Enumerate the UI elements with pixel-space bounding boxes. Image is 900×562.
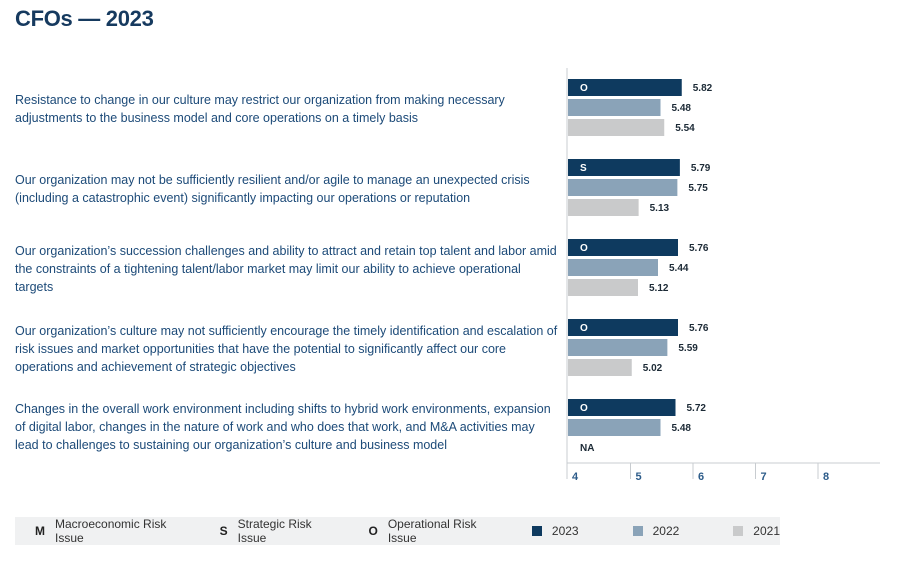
legend-item-strategic: S Strategic Risk Issue [220,517,333,545]
legend-swatch-2022 [632,526,643,536]
risk-type-code-item4: O [580,323,588,334]
legend-item-operational: O Operational Risk Issue [368,517,495,545]
bar-item2-2021 [568,199,639,216]
bar-item4-2022 [568,339,668,356]
bar-item2-2022 [568,179,678,196]
legend-item-macroeconomic: M Macroeconomic Risk Issue [35,517,184,545]
bar-item4-2021 [568,359,632,376]
bar-item3-2021 [568,279,638,296]
value-label-item5-2021: NA [580,443,594,454]
value-label-item4-2022: 5.59 [678,343,698,354]
risk-type-code-item1: O [580,83,588,94]
value-label-item4-2023: 5.76 [689,323,709,334]
legend-item-2022: 2022 [632,524,680,538]
value-label-item2-2021: 5.13 [650,203,670,214]
x-tick-label-6: 6 [698,471,704,483]
x-tick-label-4: 4 [572,471,579,483]
legend-label-2022: 2022 [652,524,680,538]
legend-key-s: S [219,524,228,538]
bar-item1-2021 [568,119,665,136]
x-tick-label-8: 8 [823,471,829,483]
bar-item5-2022 [568,419,661,436]
risk-type-code-item3: O [580,243,588,254]
bar-chart: 4 5 6 7 85.825.485.54O5.795.755.13S5.765.445… [566,68,880,483]
value-label-item3-2021: 5.12 [649,283,669,294]
legend-label-macroeconomic: Macroeconomic Risk Issue [55,517,167,545]
value-label-item1-2022: 5.48 [672,103,692,114]
legend-swatch-2021 [733,526,744,536]
value-label-item2-2023: 5.79 [691,163,711,174]
bar-item4-2023 [568,319,678,336]
legend-key-m: M [35,524,45,538]
legend-label-strategic: Strategic Risk Issue [237,517,312,545]
page-title: CFOs — 2023 [15,6,154,31]
value-label-item5-2022: 5.48 [672,423,692,434]
risk-type-code-item2: S [580,163,587,174]
legend-label-operational: Operational Risk Issue [387,517,477,545]
bar-item5-2023 [568,399,676,416]
question-label-3: Our organization’s succession challenges… [15,244,557,294]
x-tick-label-7: 7 [761,471,767,483]
legend-key-o: O [368,524,378,538]
value-label-item1-2021: 5.54 [675,123,695,134]
legend-item-2023: 2023 [531,524,579,538]
question-label-2: Our organization may not be sufficiently… [15,173,530,205]
legend-label-2023: 2023 [551,524,579,538]
value-label-item1-2023: 5.82 [693,83,713,94]
legend-label-2021: 2021 [753,524,780,538]
x-tick-label-5: 5 [636,471,642,483]
bar-item2-2023 [568,159,680,176]
bar-item3-2023 [568,239,678,256]
value-label-item3-2023: 5.76 [689,243,709,254]
legend: M Macroeconomic Risk Issue S Strategic R… [15,517,780,545]
risk-type-code-item5: O [580,403,588,414]
legend-item-2021: 2021 [733,524,780,538]
question-label-4: Our organization’s culture may not suffi… [15,324,558,374]
value-label-item3-2022: 5.44 [669,263,689,274]
value-label-item4-2021: 5.02 [643,363,663,374]
question-label-5: Changes in the overall work environment … [15,402,551,452]
value-label-item5-2023: 5.72 [687,403,707,414]
value-label-item2-2022: 5.75 [688,183,708,194]
bar-item3-2022 [568,259,658,276]
bar-item1-2023 [568,79,682,96]
legend-swatch-2023 [531,526,542,536]
bar-item1-2022 [568,99,661,116]
question-label-1: Resistance to change in our culture may … [15,93,505,125]
